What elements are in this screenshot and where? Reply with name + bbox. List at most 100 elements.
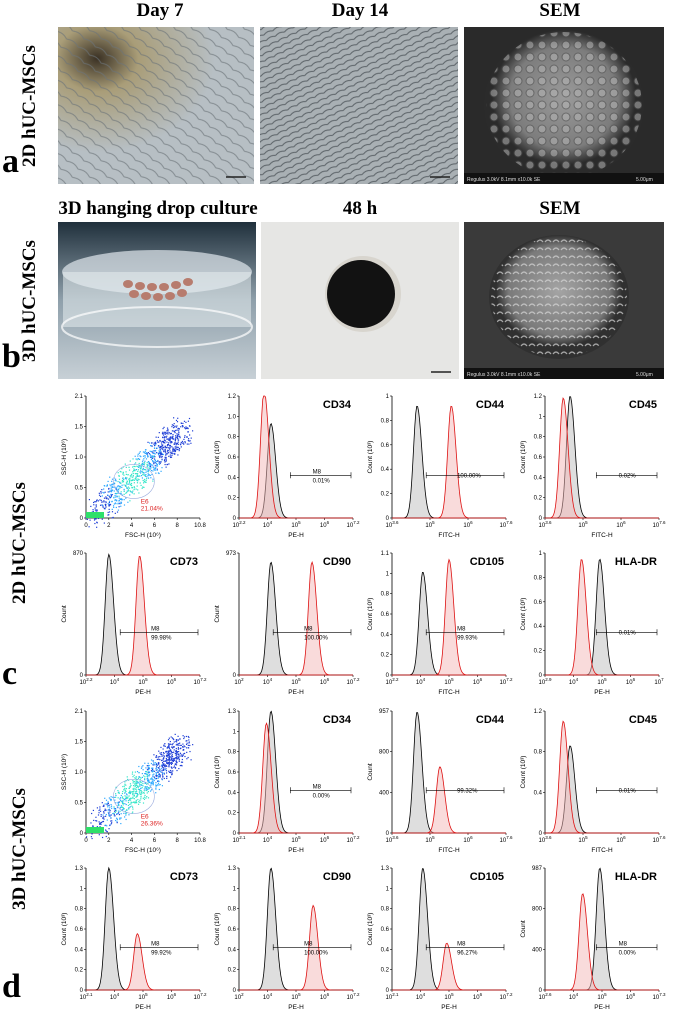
panel-letter-b: b	[2, 338, 21, 375]
y-tick-label: 0	[80, 988, 84, 994]
header-day7: Day 7	[136, 0, 184, 21]
gate-percent: 0.01%	[619, 788, 637, 794]
gate-percent: 0.01%	[313, 478, 331, 484]
x-tick-label: 104	[263, 992, 273, 1001]
axis-lines	[238, 553, 353, 676]
x-tick-label: 105	[138, 677, 148, 686]
gate-percent: 0.01%	[619, 630, 637, 636]
y-tick-label: 0.4	[381, 467, 390, 473]
gate-percent: 0.00%	[313, 793, 331, 799]
gate-label: M8	[304, 941, 313, 947]
y-tick-label: 0.8	[381, 592, 390, 598]
x-tick-label: 104	[569, 992, 579, 1001]
gate-percent: 99.92%	[151, 950, 172, 956]
y-tick-label: 1.2	[228, 394, 237, 400]
sem-scale-b: 5.00μm	[636, 372, 653, 378]
x-axis-label: FSC-H (10⁶)	[125, 532, 161, 539]
x-tick-label: 4	[130, 523, 134, 529]
y-tick-label: 0.8	[534, 575, 543, 581]
gate-percent: 0.02%	[619, 473, 637, 479]
x-tick-label: 107.6	[500, 520, 513, 529]
marker-title: HLA-DR	[615, 871, 657, 883]
x-tick-label: 107.2	[194, 677, 207, 686]
y-tick-label: 1.2	[534, 394, 543, 400]
x-tick-label: 102	[234, 677, 244, 686]
gate-bar	[596, 944, 658, 951]
x-tick-label: 105	[291, 677, 301, 686]
isotype-control-peak	[239, 423, 353, 519]
marker-peak	[545, 559, 659, 676]
x-tick-label: 106	[616, 520, 626, 529]
y-tick-label: 1.2	[534, 709, 543, 715]
marker-title: CD105	[470, 556, 504, 568]
histogram-c-cd45: 0 0.2 0.4 0.6 0.8 1 1.2 103.6 105 106 107.6 FITC-H C…	[520, 394, 666, 539]
y-tick-label: 0.6	[228, 770, 237, 776]
x-axis-label: PE-H	[288, 689, 304, 696]
gate-bar	[425, 629, 505, 636]
x-tick-label: 105	[425, 835, 435, 844]
gate-percent: 100.00%	[304, 635, 328, 641]
marker-peak	[86, 932, 200, 991]
x-tick-label: 102.1	[80, 992, 93, 1001]
y-tick-label: 1.3	[75, 866, 84, 872]
x-tick-label: 105	[597, 677, 607, 686]
y-axis-label: Count (10³)	[61, 913, 68, 946]
gate-percent: 99.93%	[457, 635, 478, 641]
x-axis-label: FITC-H	[438, 689, 460, 696]
gate-label: M8	[619, 941, 628, 947]
y-tick-label: 0.8	[75, 907, 84, 913]
marker-title: CD90	[323, 556, 351, 568]
marker-peak	[239, 904, 353, 991]
x-tick-label: 102.9	[539, 677, 552, 686]
x-tick-label: 107	[654, 677, 664, 686]
x-tick-label: 8	[176, 838, 180, 844]
marker-peak	[545, 893, 659, 991]
y-axis-label: Count	[214, 605, 221, 623]
gate-label: M8	[457, 626, 466, 632]
x-tick-label: 105	[578, 835, 588, 844]
y-axis-label: Count (10³)	[367, 598, 374, 631]
marker-title: CD45	[629, 714, 657, 726]
y-tick-label: 0.6	[228, 455, 237, 461]
x-tick-label: 107.6	[653, 835, 666, 844]
y-tick-label: 987	[532, 866, 543, 872]
gate-label: M8	[313, 784, 322, 790]
histogram-d-cd105: 0 0.2 0.4 0.6 0.8 1 1.3 102.1 104 105 106 107.2 PE-H…	[367, 866, 513, 1011]
y-tick-label: 0.8	[534, 435, 543, 441]
y-tick-label: 0.4	[228, 790, 237, 796]
gate-bar	[272, 629, 352, 636]
histogram-c-cd105: 0 0.2 0.4 0.6 0.8 1 1.1 102.2 104 105 106 107.2 FITC…	[367, 551, 513, 696]
panel-letter-a: a	[2, 143, 19, 180]
scatter-points	[85, 733, 194, 840]
x-tick-label: 6	[153, 523, 157, 529]
axis-lines	[391, 711, 506, 834]
header-48h: 48 h	[342, 198, 378, 219]
gate-bar	[119, 629, 199, 636]
y-tick-label: 0.4	[534, 790, 543, 796]
x-tick-label: 102.6	[539, 992, 552, 1001]
gate-label: M8	[151, 626, 160, 632]
x-tick-label: 104	[263, 835, 273, 844]
x-tick-label: 107.2	[347, 677, 360, 686]
y-tick-label: 0	[80, 516, 84, 522]
hanging-drop-photo	[58, 222, 256, 379]
marker-title: CD34	[323, 714, 352, 726]
gate-percent: 99.98%	[151, 635, 172, 641]
x-tick-label: 0	[84, 523, 88, 529]
histogram-c-cd44: 0 0.2 0.4 0.6 0.8 1 103.6 105 106 107.6 FITC-H Coun…	[367, 394, 513, 539]
y-tick-label: 1.0	[75, 455, 84, 461]
y-tick-label: 0.6	[228, 927, 237, 933]
y-tick-label: 0	[233, 516, 237, 522]
x-tick-label: 104	[110, 677, 120, 686]
x-tick-label: 105	[138, 992, 148, 1001]
gate-percent: 0.00%	[619, 950, 637, 956]
marker-peak	[392, 558, 506, 676]
x-axis-label: PE-H	[135, 689, 151, 696]
x-tick-label: 105	[425, 520, 435, 529]
x-tick-label: 104	[263, 520, 273, 529]
y-tick-label: 0	[233, 831, 237, 837]
panel-letter-c: c	[2, 655, 18, 692]
y-tick-label: 1.0	[75, 770, 84, 776]
x-axis-label: PE-H	[441, 1004, 457, 1011]
x-tick-label: 2	[107, 523, 111, 529]
